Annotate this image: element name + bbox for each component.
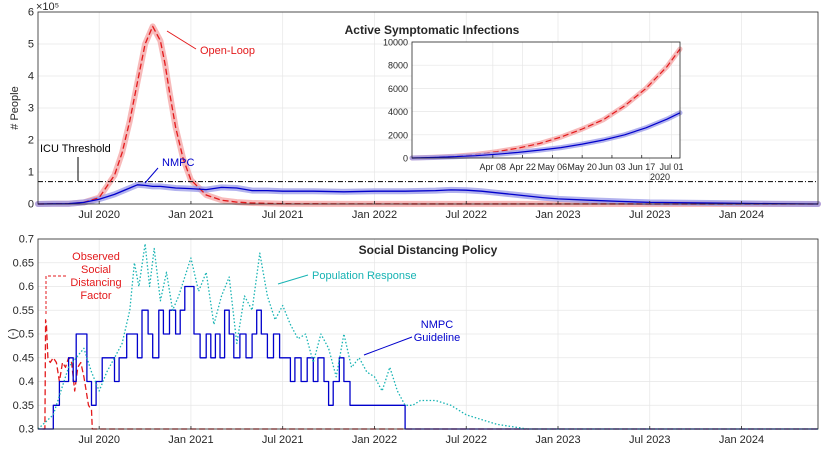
inset-ytick-3: 6000 (388, 84, 408, 94)
bottom-ytick-4: 0.5 (19, 329, 34, 341)
inset-xtick-6: Jul 01 (659, 162, 683, 172)
bottom-xtick-7: Jan 2024 (719, 434, 764, 446)
bottom-ytick-2: 0.4 (19, 376, 34, 388)
annot-population: Population Response (312, 270, 417, 282)
top-ytick-0: 0 (28, 199, 34, 211)
annot-icu: ICU Threshold (40, 143, 111, 155)
inset-series-nmpc (411, 112, 681, 159)
top-yticks: 0 1 2 3 4 5 6 (28, 7, 34, 211)
bottom-ytick-0: 0.3 (19, 424, 34, 436)
annot-nmpc-line-1: NMPC (421, 319, 453, 331)
top-ytick-3: 3 (28, 103, 34, 115)
top-xtick-4: Jul 2022 (445, 209, 487, 221)
annot-observed-line-3: Distancing (70, 277, 121, 289)
inset-ytick-5: 10000 (383, 38, 408, 48)
bottom-series-group (37, 243, 818, 430)
top-series-open-loop (37, 25, 819, 205)
inset-ytick-2: 4000 (388, 107, 408, 117)
bottom-ytick-7: 0.65 (13, 257, 34, 269)
inset-xtick-1: Apr 22 (509, 162, 536, 172)
inset-xtick-5: Jun 17 (628, 162, 655, 172)
top-ytick-5: 5 (28, 39, 34, 51)
bottom-xticks: Jul 2020 Jan 2021 Jul 2021 Jan 2022 Jul 2022… (78, 426, 764, 446)
bottom-xtick-2: Jul 2021 (262, 434, 304, 446)
annot-nmpc-line-2: Guideline (414, 332, 460, 344)
annot-observed-line-1: Observed (72, 251, 120, 263)
top-ytick-2: 2 (28, 135, 34, 147)
inset-axes-box (411, 41, 681, 159)
inset-yticks: 0 2000 4000 6000 8000 10000 (383, 38, 408, 164)
bottom-xtick-0: Jul 2020 (78, 434, 120, 446)
inset-ytick-0: 0 (403, 154, 408, 164)
inset-xtick-0: Apr 08 (480, 162, 507, 172)
bottom-xtick-3: Jan 2022 (352, 434, 397, 446)
bottom-xtick-6: Jul 2023 (629, 434, 671, 446)
annot-nmpc-top-arrow (144, 167, 159, 184)
top-xtick-7: Jan 2024 (719, 209, 764, 221)
annot-population-arrow (277, 274, 309, 285)
top-axes-box (37, 11, 819, 205)
inset-ytick-1: 2000 (388, 130, 408, 140)
top-y-label: # People (9, 86, 21, 129)
annot-observed-leader (45, 275, 66, 314)
bottom-ytick-6: 0.6 (19, 281, 34, 293)
inset-xtick-4: Jun 03 (598, 162, 625, 172)
bottom-y-label: (-) (7, 329, 19, 340)
bottom-series-population-response (37, 243, 818, 430)
top-ytick-6: 6 (28, 7, 34, 19)
annot-nmpc-top: NMPC (162, 157, 194, 169)
top-ytick-4: 4 (28, 71, 34, 83)
annot-nmpc-bottom-arrow (363, 336, 413, 356)
top-title: Active Symptomatic Infections (345, 23, 520, 37)
inset-xtick-2: May 06 (538, 162, 568, 172)
bottom-series-nmpc-guideline (38, 285, 818, 430)
top-xtick-0: Jul 2020 (78, 209, 120, 221)
inset-xtick-3: May 20 (567, 162, 597, 172)
top-xtick-1: Jan 2021 (168, 209, 213, 221)
bottom-ytick-5: 0.55 (13, 305, 34, 317)
top-xtick-3: Jan 2022 (352, 209, 397, 221)
top-xticks: Jul 2020 Jan 2021 Jul 2021 Jan 2022 Jul 2022… (78, 201, 764, 221)
annot-observed-line-4: Factor (80, 290, 112, 302)
bottom-axes-box (37, 238, 819, 430)
top-xtick-6: Jul 2023 (629, 209, 671, 221)
inset-xticks: Apr 08 Apr 22 May 06 May 20 Jun 03 Jun 17 Jul … (480, 155, 684, 172)
bottom-yticks: 0.3 0.35 0.4 0.45 0.5 0.55 0.6 0.65 0.7 (13, 234, 34, 436)
top-series-group (37, 25, 819, 205)
top-xtick-2: Jul 2021 (262, 209, 304, 221)
annot-open-loop: Open-Loop (200, 45, 255, 57)
bottom-xtick-5: Jan 2023 (535, 434, 580, 446)
annot-open-loop-arrow (166, 30, 197, 50)
inset-series-group (409, 46, 683, 161)
bottom-title: Social Distancing Policy (359, 243, 498, 257)
inset-year-label: 2020 (650, 172, 670, 182)
top-ytick-1: 1 (28, 167, 34, 179)
bottom-ytick-3: 0.45 (13, 352, 34, 364)
inset-ytick-4: 8000 (388, 61, 408, 71)
top-series-nmpc (37, 184, 819, 205)
annot-observed-line-2: Social (81, 264, 111, 276)
bottom-ytick-8: 0.7 (19, 234, 34, 246)
bottom-xtick-4: Jul 2022 (445, 434, 487, 446)
top-y-exponent: ×10⁵ (36, 1, 59, 13)
bottom-ytick-1: 0.35 (13, 400, 34, 412)
top-xtick-5: Jan 2023 (535, 209, 580, 221)
bottom-xtick-1: Jan 2021 (168, 434, 213, 446)
